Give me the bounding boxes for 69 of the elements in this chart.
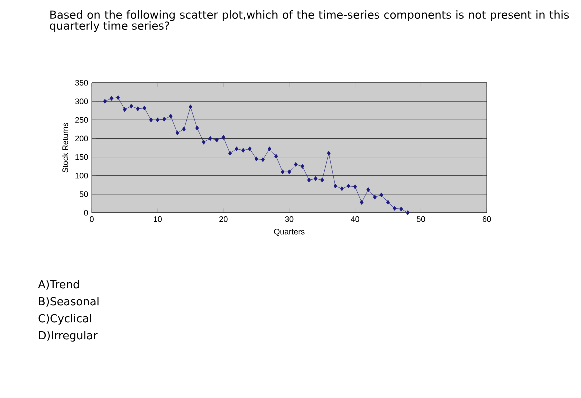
point: [346, 184, 351, 189]
point: [130, 104, 134, 109]
point: [340, 186, 344, 192]
point: [307, 178, 312, 183]
point: [222, 135, 226, 140]
y-tick-label: 350: [75, 80, 88, 86]
point: [182, 127, 186, 132]
point: [254, 156, 258, 162]
point: [360, 200, 364, 205]
y-tick-label: 150: [76, 154, 88, 160]
text: C)Cyclical: [38, 314, 92, 325]
x-tick-label: 0: [90, 216, 94, 222]
point: [380, 192, 384, 198]
point: [176, 130, 180, 136]
text: A)Trend: [38, 280, 80, 290]
point: [110, 96, 114, 101]
x-tick-label: 10: [154, 216, 162, 222]
point: [215, 138, 219, 143]
point: [261, 157, 266, 162]
point: [149, 118, 154, 123]
point: [281, 170, 285, 175]
point: [334, 184, 338, 189]
point: [294, 162, 298, 168]
x-tick-label: 40: [351, 216, 360, 222]
point: [268, 146, 272, 152]
y-tick-label: 300: [75, 98, 88, 104]
point: [234, 146, 239, 152]
y-tick-label: 250: [76, 117, 88, 123]
point: [208, 136, 212, 142]
point: [373, 194, 377, 200]
x-tick-label: 50: [417, 216, 426, 222]
point: [327, 151, 331, 156]
point: [353, 184, 358, 190]
point: [300, 164, 305, 169]
point: [392, 206, 397, 211]
x-tick-label: 30: [285, 216, 294, 222]
point: [169, 114, 173, 119]
text: B)Seasonal: [39, 297, 99, 307]
point: [123, 107, 127, 112]
point: [386, 200, 390, 205]
point: [228, 151, 232, 156]
point: [188, 104, 193, 110]
x-axis-title: Quarters: [274, 229, 305, 236]
text: D)Irregular: [39, 331, 98, 342]
point: [314, 176, 318, 182]
point: [274, 154, 278, 159]
point: [103, 99, 108, 104]
y-tick-label: 50: [80, 192, 88, 198]
point: [195, 126, 200, 131]
point: [142, 106, 147, 111]
point: [248, 146, 252, 152]
chart-title: Based on the following scatter plot,which of the time-series components is not present in this quarterly time series?: [50, 10, 570, 32]
y-tick-label: 0: [84, 210, 88, 216]
point: [242, 148, 246, 153]
point: [320, 178, 324, 183]
x-tick-label: 60: [482, 216, 492, 222]
point: [400, 206, 404, 212]
point: [156, 118, 160, 123]
point: [288, 170, 292, 175]
point: [136, 106, 140, 112]
y-axis-title: Stock Returns: [62, 123, 68, 173]
y-tick-label: 200: [76, 136, 88, 142]
point: [202, 140, 206, 145]
y-tick-label: 100: [76, 173, 88, 179]
point: [116, 95, 120, 100]
point: [406, 210, 410, 216]
point: [366, 188, 370, 192]
x-tick-label: 20: [220, 216, 228, 222]
point: [162, 116, 166, 122]
